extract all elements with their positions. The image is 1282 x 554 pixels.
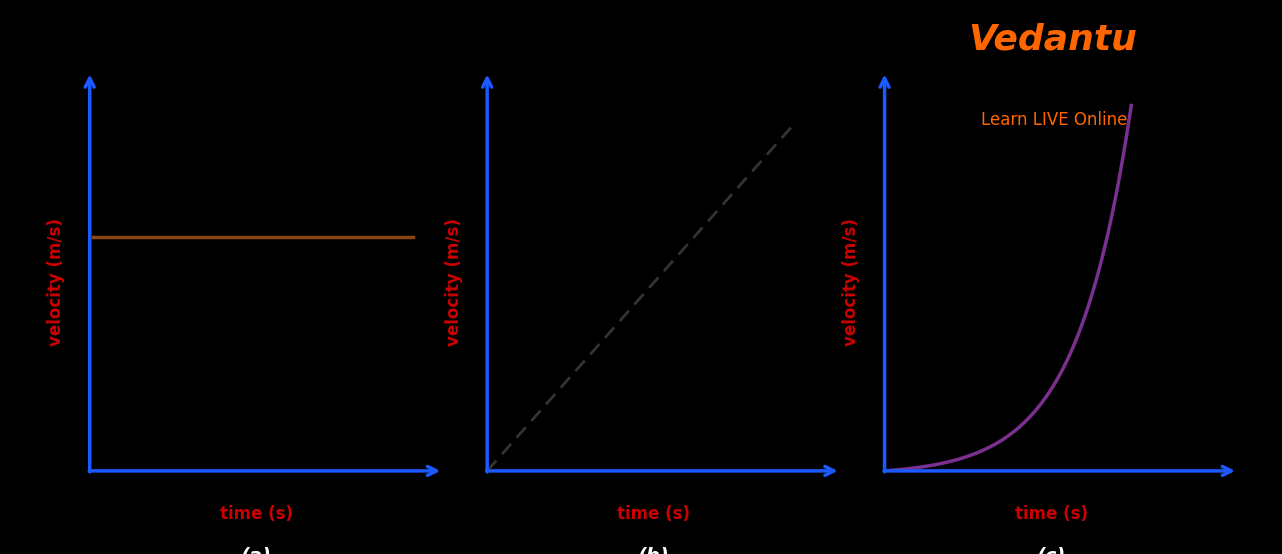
Text: time (s): time (s) bbox=[221, 505, 292, 523]
Text: Learn LIVE Online: Learn LIVE Online bbox=[981, 111, 1127, 129]
Text: (c): (c) bbox=[1037, 546, 1065, 554]
Text: velocity (m/s): velocity (m/s) bbox=[47, 219, 65, 346]
Text: Vedantu: Vedantu bbox=[968, 22, 1137, 56]
Text: (a): (a) bbox=[241, 546, 272, 554]
Text: time (s): time (s) bbox=[618, 505, 690, 523]
Text: velocity (m/s): velocity (m/s) bbox=[842, 219, 860, 346]
Text: velocity (m/s): velocity (m/s) bbox=[445, 219, 463, 346]
Text: (b): (b) bbox=[638, 546, 669, 554]
Text: time (s): time (s) bbox=[1015, 505, 1087, 523]
